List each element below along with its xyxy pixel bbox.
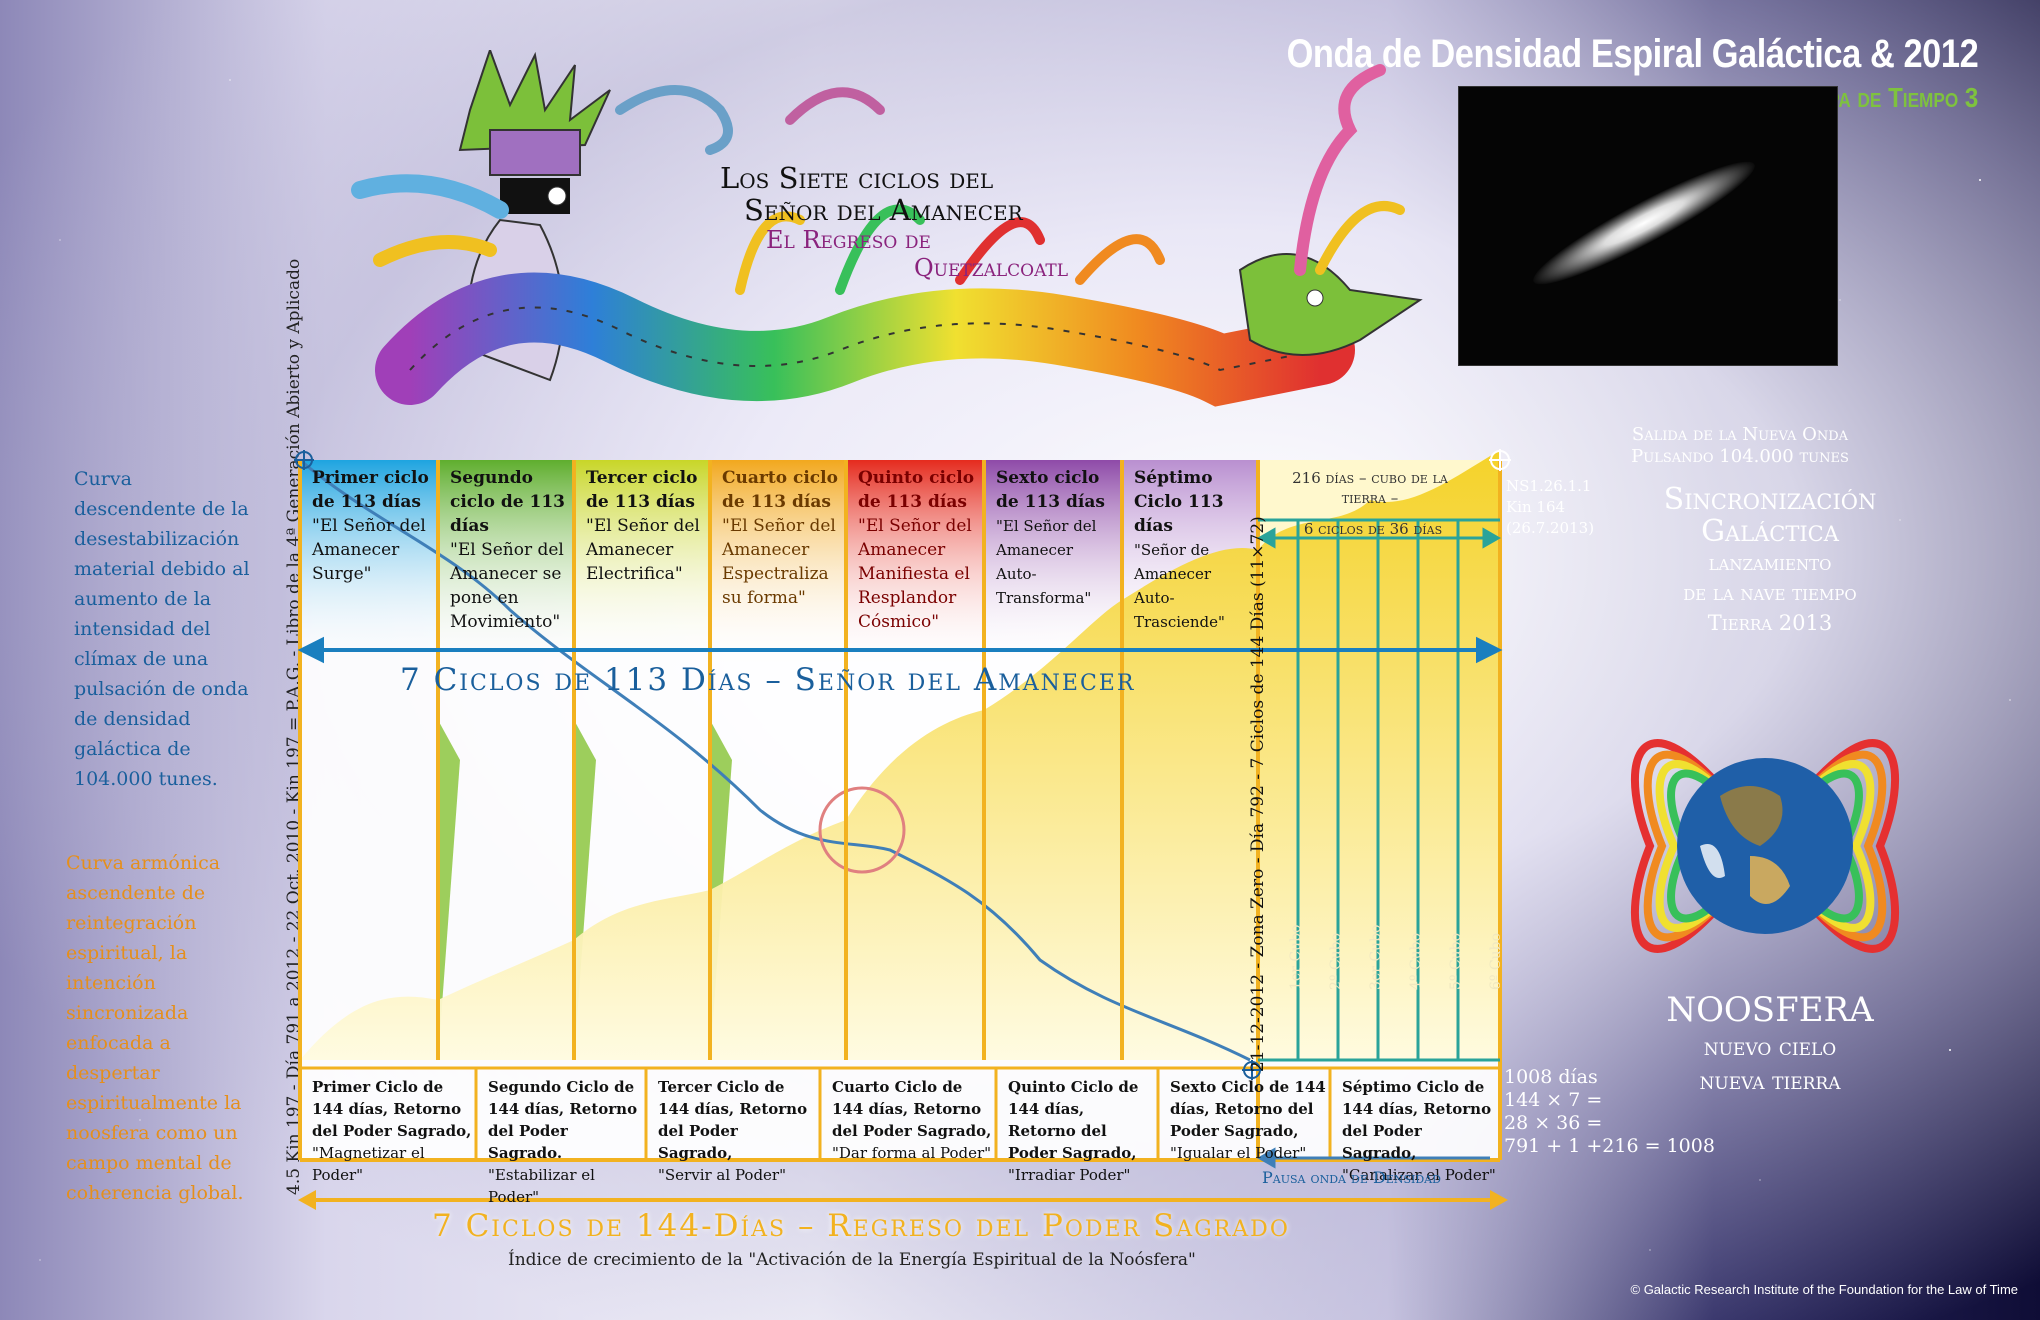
cycle-quote: "Dar forma al Poder" xyxy=(832,1144,992,1162)
cycle-144-1: Primer Ciclo de 144 días, Retorno del Po… xyxy=(304,1074,480,1184)
sinc-line1: Sincronización xyxy=(1663,482,1877,517)
cycle-144-4: Cuarto Ciclo de 144 días, Retorno del Po… xyxy=(824,1074,1000,1174)
cubo-header: 216 días – cubo de la tierra – xyxy=(1292,469,1448,507)
orange-curve-description: Curva armónica ascendente de reintegraci… xyxy=(66,852,244,1204)
cycle-quote: "Irradiar Poder" xyxy=(1008,1166,1131,1184)
zona-zero-vertical-caption: 21-12-2012 - Zona Zero - Día 792 - 7 Cic… xyxy=(1248,516,1268,1072)
main-title: Onda de Densidad Espiral Galáctica & 201… xyxy=(1286,32,1978,76)
cycle-title: Quinto Ciclo de 144 días, Retorno del Po… xyxy=(1008,1078,1139,1162)
calc-line4: 791 + 1 +216 = 1008 xyxy=(1504,1135,1715,1157)
cycle-quote: "El Señor del Amanecer Manifiesta el Res… xyxy=(858,516,972,632)
noosfera-line2: nuevo cielo xyxy=(1703,1033,1837,1061)
art-title-line4: Quetzalcoatl xyxy=(914,254,1069,282)
cycle-title: Séptimo Ciclo de 144 días, Retorno del P… xyxy=(1342,1078,1492,1162)
cycle-quote: "El Señor del Amanecer Auto-Transforma" xyxy=(996,517,1097,607)
salida-line2: Pulsando 104.000 tunes xyxy=(1631,446,1849,467)
cubo-col-6: 6º Cubo xyxy=(1488,932,1504,990)
cycle-113-7: Séptimo Ciclo 113 días "Señor de Amanece… xyxy=(1126,460,1258,640)
cycle-144-7: Séptimo Ciclo de 144 días, Retorno del P… xyxy=(1334,1074,1506,1184)
cycle-quote: "Magnetizar el Poder" xyxy=(312,1144,425,1184)
cycle-113-2: Segundo ciclo de 113 días "El Señor del … xyxy=(442,460,578,640)
art-title-line1: Los Siete ciclos del xyxy=(720,161,994,195)
noosfera-heading: NOOSFERA nuevo cielo nueva tierra xyxy=(1620,990,1920,1098)
cycle-title: Quinto ciclo de 113 días xyxy=(858,468,975,512)
cycle-113-4: Cuarto ciclo de 113 días "El Señor del A… xyxy=(714,460,850,640)
art-title-line2: Señor del Amanecer xyxy=(744,193,1023,227)
cycle-title: Cuarto ciclo de 113 días xyxy=(722,468,838,512)
art-title-line3: El Regreso de xyxy=(766,226,931,254)
cubo-col-2: 2º Cubo xyxy=(1328,932,1344,990)
noosfera-line1: NOOSFERA xyxy=(1666,990,1874,1030)
cycles-144-arrow xyxy=(298,1190,1508,1210)
salida-line1: Salida de la Nueva Onda xyxy=(1631,424,1849,445)
ns-code: NS1.26.1.1 xyxy=(1506,477,1592,495)
days-calculation: 1008 días 144 × 7 = 28 × 36 = 791 + 1 +2… xyxy=(1504,1066,1715,1158)
cycle-144-2: Segundo Ciclo de 144 días, Retorno del P… xyxy=(480,1074,650,1206)
cycle-quote: "El Señor del Amanecer se pone en Movimi… xyxy=(450,540,564,632)
sinc-line2: Galáctica xyxy=(1701,514,1839,549)
blue-curve-description: Curva descendente de la desestabilizació… xyxy=(74,468,250,790)
cycles-144-title: 7 Ciclos de 144-Días – Regreso del Poder… xyxy=(432,1208,1290,1244)
cycle-title: Tercer ciclo de 113 días xyxy=(586,468,698,512)
cycle-113-5: Quinto ciclo de 113 días "El Señor del A… xyxy=(850,460,988,640)
cycle-113-1: Primer ciclo de 113 días "El Señor del A… xyxy=(304,460,442,640)
earth-rainbow-field-icon xyxy=(1630,739,1900,953)
sinc-line5: Tierra 2013 xyxy=(1707,611,1833,635)
cycle-title: Primer Ciclo de 144 días, Retorno del Po… xyxy=(312,1078,472,1140)
calc-line2: 144 × 7 = xyxy=(1504,1089,1603,1111)
calc-line1: 1008 días xyxy=(1504,1066,1598,1088)
cycle-title: Segundo Ciclo de 144 días, Retorno del P… xyxy=(488,1078,638,1162)
cycle-title: Tercer Ciclo de 144 días, Retorno del Po… xyxy=(658,1078,808,1162)
cycles-113-title: 7 Ciclos de 113 Días – Señor del Amanece… xyxy=(400,662,1136,698)
kin-code: Kin 164 xyxy=(1506,498,1566,516)
cycle-grid: Primer ciclo de 113 días "El Señor del A… xyxy=(300,460,1504,1206)
sinc-line3: lanzamiento xyxy=(1708,551,1832,575)
cycle-diagram xyxy=(294,449,1511,1169)
cycle-title: Primer ciclo de 113 días xyxy=(312,468,429,512)
cycle-quote: "Señor de Amanecer Auto-Trasciende" xyxy=(1134,541,1225,631)
cycle-144-3: Tercer Ciclo de 144 días, Retorno del Po… xyxy=(650,1074,824,1184)
salida-label: Salida de la Nueva Onda Pulsando 104.000… xyxy=(1580,424,1900,468)
galaxy-image xyxy=(1458,86,1838,366)
art-title: Los Siete ciclos del Señor del Amanecer … xyxy=(720,162,1140,282)
cycle-title: Sexto ciclo de 113 días xyxy=(996,468,1105,512)
copyright: © Galactic Research Institute of the Fou… xyxy=(1630,1282,2019,1297)
cycle-113-6: Sexto ciclo de 113 días "El Señor del Am… xyxy=(988,460,1126,640)
cycle-144-6: Sexto Ciclo de 144 días, Retorno del Pod… xyxy=(1162,1074,1334,1174)
cubo-col-4: 4º Cubo xyxy=(1408,932,1424,990)
ns-info: NS1.26.1.1 Kin 164 (26.7.2013) xyxy=(1506,476,1594,539)
serpent-head-icon xyxy=(1238,64,1423,356)
cycle-144-5: Quinto Ciclo de 144 días, Retorno del Po… xyxy=(1000,1074,1162,1184)
cycle-quote: "Estabilizar el Poder" xyxy=(488,1166,595,1206)
headdress-icon xyxy=(458,50,611,214)
pausa-label: Pausa onda de Densidad xyxy=(1262,1168,1441,1187)
cycle-quote: "Canalizar el Poder" xyxy=(1342,1166,1496,1184)
ns-date: (26.7.2013) xyxy=(1506,519,1595,537)
cycle-quote: "El Señor del Amanecer Espectraliza su f… xyxy=(722,516,836,608)
cycle-quote: "El Señor del Amanecer Electrifica" xyxy=(586,516,700,584)
cubo-col-1: 1er Cubo xyxy=(1288,924,1304,990)
quetzalcoatl-illustration xyxy=(351,50,1423,407)
cycles-144-subtitle: Índice de crecimiento de la "Activación … xyxy=(508,1250,1196,1270)
cycle-113-3: Tercer ciclo de 113 días "El Señor del A… xyxy=(578,460,714,640)
cycle-title: Sexto Ciclo de 144 días, Retorno del Pod… xyxy=(1170,1078,1326,1140)
cycle-title: Cuarto Ciclo de 144 días, Retorno del Po… xyxy=(832,1078,992,1140)
cubo-columns: 1er Cubo 2º Cubo 3er Cubo 4º Cubo 5º Cub… xyxy=(1276,740,1516,1040)
cubo-col-5: 5º Cubo xyxy=(1448,932,1464,990)
cycle-title: Segundo ciclo de 113 días xyxy=(450,468,565,536)
sincronizacion-heading: Sincronización Galáctica lanzamiento de … xyxy=(1620,484,1920,638)
cycle-quote: "Igualar el Poder" xyxy=(1170,1144,1307,1162)
cubo-col-3: 3er Cubo xyxy=(1368,924,1384,990)
cycle-quote: "El Señor del Amanecer Surge" xyxy=(312,516,426,584)
sinc-line4: de la nave tiempo xyxy=(1683,581,1857,605)
cycle-title: Séptimo Ciclo 113 días xyxy=(1134,468,1224,536)
cubo-subheader: 6 ciclos de 36 días xyxy=(1303,520,1443,538)
calc-line3: 28 × 36 = xyxy=(1504,1112,1603,1134)
noosfera-line3: nueva tierra xyxy=(1699,1067,1841,1095)
cycle-quote: "Servir al Poder" xyxy=(658,1166,787,1184)
